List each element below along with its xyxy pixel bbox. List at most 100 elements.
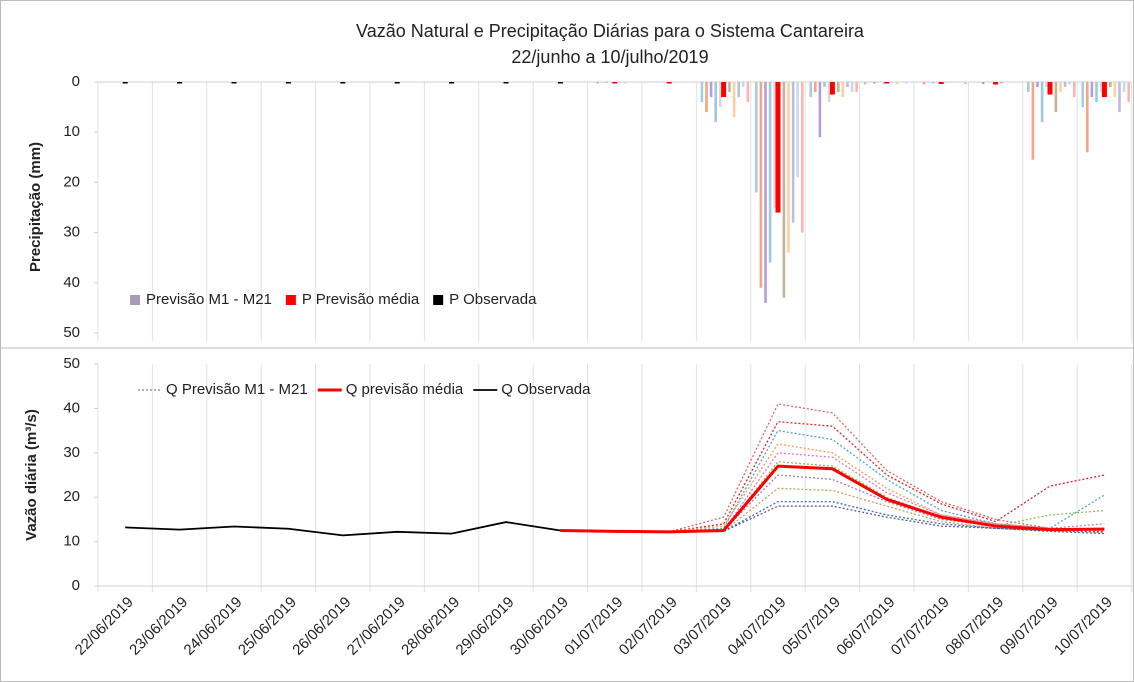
member-bar: [796, 82, 799, 178]
y-tick-label: 40: [63, 274, 80, 291]
member-bar: [768, 82, 772, 263]
member-bar: [782, 82, 786, 298]
member-bar: [714, 82, 717, 123]
member-line: [560, 505, 1105, 533]
bar: [394, 82, 400, 84]
bar: [285, 82, 291, 84]
legend-label: P Observada: [449, 291, 537, 308]
member-bar: [922, 82, 926, 85]
y-tick-label: 30: [63, 224, 80, 241]
member-bar: [773, 82, 776, 208]
member-bar: [896, 82, 899, 85]
y-tick-label: 20: [63, 173, 80, 190]
member-bar: [746, 82, 750, 103]
member-bar: [787, 82, 790, 253]
member-bar: [1095, 82, 1098, 103]
y-axis-label: Precipitação (mm): [27, 142, 44, 272]
member-bar: [759, 82, 763, 288]
member-bar: [837, 82, 840, 93]
member-bar: [742, 82, 745, 88]
series-line: [125, 521, 561, 537]
bar: [993, 82, 999, 85]
member-bar: [1109, 82, 1112, 88]
member-bar: [605, 82, 609, 84]
member-bar: [728, 82, 731, 93]
member-bar: [1118, 82, 1121, 113]
member-bar: [846, 82, 849, 88]
chart-title: Vazão Natural e Precipitação Diárias par…: [356, 21, 865, 41]
member-line: [560, 461, 1105, 533]
member-bar: [1122, 82, 1126, 93]
member-bar: [791, 82, 795, 223]
y-tick-label: 10: [63, 533, 80, 550]
y-tick-label: 20: [63, 488, 80, 505]
y-tick-label: 10: [63, 123, 80, 140]
legend-label: Q previsão média: [346, 381, 464, 398]
member-bar: [1000, 82, 1003, 84]
member-bar: [850, 82, 854, 93]
member-bar: [823, 82, 826, 88]
bar: [721, 82, 727, 98]
member-bar: [1059, 82, 1062, 93]
y-tick-label: 0: [72, 577, 80, 594]
member-bar: [1068, 82, 1071, 85]
bar: [122, 82, 128, 84]
bar: [1047, 82, 1053, 95]
bar: [177, 82, 183, 84]
legend-label: Q Previsão M1 - M21: [166, 381, 308, 398]
bar: [612, 82, 618, 84]
member-bar: [964, 82, 967, 85]
member-bar: [841, 82, 845, 98]
series-line: [560, 464, 1105, 534]
bar: [340, 82, 346, 84]
member-bar: [1113, 82, 1117, 98]
member-bar: [1027, 82, 1030, 93]
member-bar: [755, 82, 758, 193]
member-bar: [905, 82, 908, 84]
member-bar: [855, 82, 858, 93]
legend-swatch: [285, 295, 296, 305]
member-bar: [1090, 82, 1094, 98]
y-tick-label: 0: [72, 73, 80, 90]
member-bar: [764, 82, 767, 303]
member-bar: [624, 82, 627, 84]
member-bar: [1073, 82, 1076, 98]
bar: [503, 82, 509, 84]
member-bar: [1045, 82, 1048, 88]
member-bar: [863, 82, 867, 85]
bar: [775, 82, 781, 213]
member-bar: [818, 82, 822, 138]
member-bar: [809, 82, 812, 98]
member-bar: [1040, 82, 1044, 123]
legend-label: Previsão M1 - M21: [146, 291, 272, 308]
member-bar: [827, 82, 831, 103]
bar: [938, 82, 944, 85]
member-bar: [596, 82, 599, 84]
member-bar: [719, 82, 722, 108]
y-tick-label: 50: [63, 324, 80, 341]
chart-subtitle: 22/junho a 10/julho/2019: [511, 47, 708, 67]
member-bar: [801, 82, 804, 233]
bar: [884, 82, 890, 84]
member-bar: [981, 82, 985, 85]
y-tick-label: 30: [63, 444, 80, 461]
bar: [829, 82, 835, 95]
member-bar: [705, 82, 708, 113]
member-bar: [950, 82, 953, 84]
member-bar: [1054, 82, 1058, 113]
member-bar: [882, 82, 885, 85]
bar: [666, 82, 672, 84]
member-bar: [700, 82, 704, 103]
member-bar: [1081, 82, 1084, 108]
legend-swatch: [433, 295, 444, 305]
member-line: [560, 403, 1105, 533]
legend-label: P Previsão média: [302, 291, 420, 308]
legend-swatch: [130, 295, 140, 305]
bar: [231, 82, 237, 84]
member-bar: [932, 82, 935, 84]
legend-label: Q Observada: [501, 381, 591, 398]
y-tick-label: 50: [63, 355, 80, 372]
member-bar: [732, 82, 736, 118]
